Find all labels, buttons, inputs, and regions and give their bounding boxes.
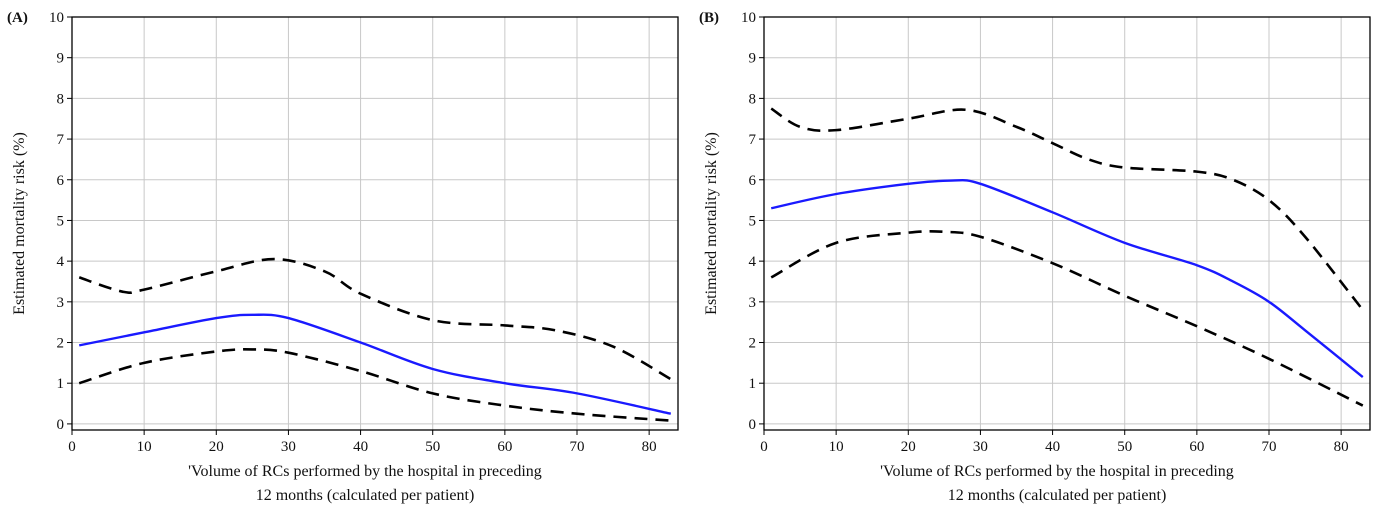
chart-b-ytick-label: 6 [749,173,757,189]
chart-b-xtick-label: 40 [1045,439,1060,455]
chart-a-xtick-label: 70 [570,439,585,455]
chart-a-ytick-label: 10 [49,10,64,26]
chart-b-ytick-label: 8 [749,91,757,107]
chart-b-xlabel-line1: 'Volume of RCs performed by the hospital… [880,463,1234,480]
chart-a-panel-label: (A) [7,10,28,26]
chart-b-ytick-label: 2 [749,336,757,352]
chart-b-xtick-label: 60 [1189,439,1204,455]
chart-b-xtick-label: 70 [1262,439,1277,455]
chart-a-xtick-label: 50 [425,439,440,455]
chart-a-ytick-label: 1 [57,376,65,392]
chart-b-series-lower-ci-line [770,230,1364,407]
chart-a-series-estimate-line [78,313,672,415]
chart-a-ytick-label: 4 [57,254,65,270]
chart-a-series-upper-ci-line [78,257,672,381]
chart-b-plot-frame [763,16,1371,431]
chart-b-xtick-label: 20 [901,439,916,455]
chart-a-grid [71,16,678,430]
chart-b-ytick-label: 3 [749,295,757,311]
chart-a-xlabel-line2: 12 months (calculated per patient) [256,487,475,504]
chart-a-ylabel: Estimated mortality risk (%) [11,132,28,315]
chart-a-ytick-label: 7 [57,132,65,148]
chart-b-xtick-label: 30 [973,439,988,455]
panel-a: 0 10 20 30 40 50 60 70 80 0 1 2 3 4 5 6 7 8 9 10 (A) Estimate… [7,10,679,504]
chart-b-series-estimate-line [770,179,1364,379]
chart-b-ytick-label: 4 [749,254,757,270]
chart-b-ytick-label: 1 [749,376,757,392]
chart-b: 0 10 20 30 40 50 60 70 80 0 1 2 3 4 5 6 7 8 9 10 (B) Estimate… [699,10,1371,504]
chart-b-xtick-label: 80 [1334,439,1349,455]
chart-a-ytick-label: 9 [57,51,65,67]
chart-a-series-lower-ci-line [78,348,671,422]
chart-a-xtick-label: 30 [281,439,296,455]
panel-b: 0 10 20 30 40 50 60 70 80 0 1 2 3 4 5 6 7 8 9 10 (B) Estimate… [692,0,1384,517]
chart-a: 0 10 20 30 40 50 60 70 80 0 1 2 3 4 5 6 7 8 9 10 (A) Estimate… [7,10,679,504]
chart-b-panel-label: (B) [699,10,719,26]
chart-a-ytick-label: 3 [57,295,65,311]
chart-a-ytick-label: 6 [57,173,65,189]
chart-b-grid [763,16,1370,430]
chart-a-ytick-label: 5 [57,213,65,229]
chart-a-xtick-label: 20 [209,439,224,455]
chart-b-ytick-label: 7 [749,132,757,148]
chart-a-ytick-label: 2 [57,336,65,352]
chart-b-xtick-label: 0 [760,439,768,455]
chart-a-xtick-label: 60 [497,439,512,455]
chart-a-xlabel-line1: 'Volume of RCs performed by the hospital… [188,463,542,480]
chart-b-xlabel-line2: 12 months (calculated per patient) [948,487,1167,504]
chart-a-xtick-label: 10 [137,439,152,455]
chart-a-ytick-label: 0 [57,417,65,433]
chart-b-ytick-label: 5 [749,213,757,229]
chart-a-xtick-label: 0 [68,439,76,455]
chart-a-xtick-label: 40 [353,439,368,455]
chart-b-ytick-label: 10 [741,10,756,26]
chart-b-xtick-label: 50 [1117,439,1132,455]
chart-a-plot-frame [71,16,679,431]
chart-b-ytick-label: 0 [749,417,757,433]
chart-b-series-upper-ci-line [770,107,1364,311]
chart-b-ytick-label: 9 [749,51,757,67]
chart-a-xtick-label: 80 [642,439,657,455]
chart-b-ylabel: Estimated mortality risk (%) [703,132,720,315]
chart-a-ytick-label: 8 [57,91,65,107]
chart-b-xtick-label: 10 [829,439,844,455]
